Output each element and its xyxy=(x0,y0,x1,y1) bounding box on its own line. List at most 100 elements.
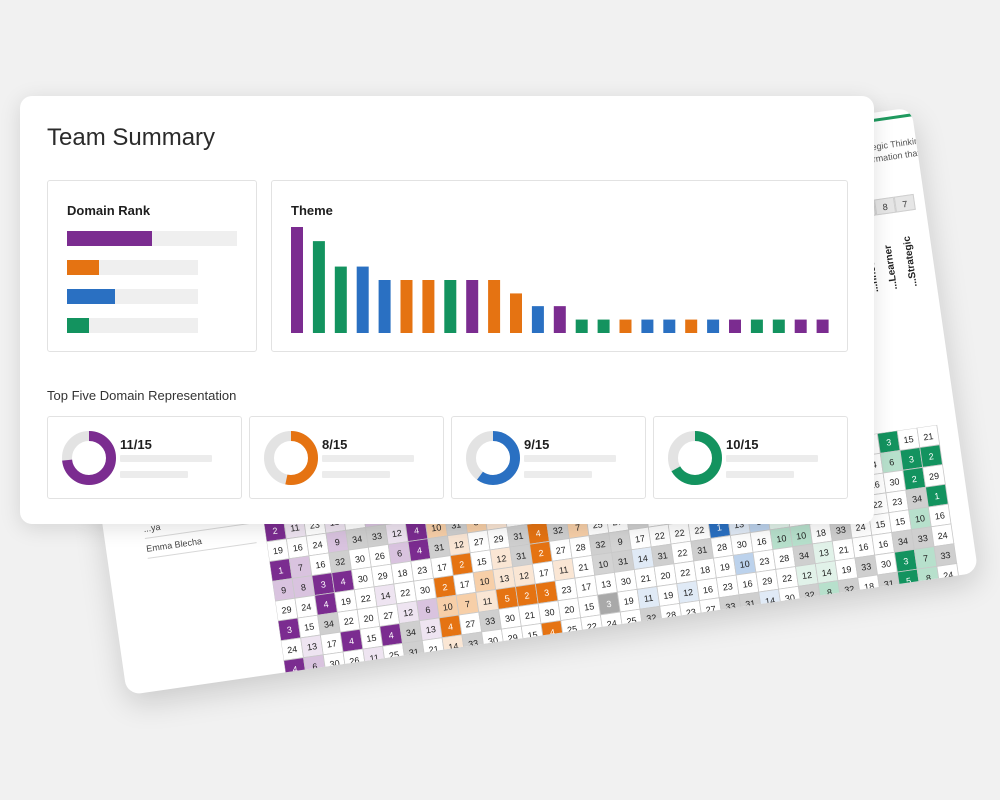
grid-cell-value: 2 xyxy=(442,582,448,593)
grid-cell-value: 34 xyxy=(897,536,908,547)
grid-cell-value: 4 xyxy=(348,636,354,647)
grid-cell-value: 27 xyxy=(383,610,394,621)
grid-cell-value: 22 xyxy=(781,573,792,584)
grid-cell-value: 2 xyxy=(459,559,465,570)
grid-cell-value: 18 xyxy=(699,564,710,575)
theme-bar xyxy=(291,227,303,333)
grid-cell-value: 31 xyxy=(513,531,524,542)
grid-cell-value: 4 xyxy=(416,545,422,556)
grid-cell-value: 25 xyxy=(567,624,578,635)
grid-cell-value: 31 xyxy=(516,550,527,561)
grid-cell-value: 21 xyxy=(923,431,934,442)
grid-cell-value: 24 xyxy=(937,530,948,541)
grid-cell-value: 14 xyxy=(637,553,648,564)
theme-bar xyxy=(619,319,632,333)
theme-panel: Theme xyxy=(271,180,848,352)
grid-cell-value: 19 xyxy=(340,596,351,607)
grid-cell-value: 14 xyxy=(448,641,459,652)
donut-chart xyxy=(668,431,722,485)
grid-cell-value: 4 xyxy=(292,664,298,675)
theme-bar xyxy=(553,306,566,333)
grid-cell-value: 16 xyxy=(702,584,713,595)
grid-cell-value: 2 xyxy=(911,474,917,485)
grid-cell-value: 3 xyxy=(544,587,550,598)
grid-cell-value: 12 xyxy=(402,607,413,618)
grid-cell-value: 6 xyxy=(312,661,318,672)
grid-cell-value: 21 xyxy=(524,610,535,621)
grid-cell-value: 8 xyxy=(826,587,832,598)
grid-cell-value: 31 xyxy=(408,647,419,658)
grid-cell-value: 31 xyxy=(657,550,668,561)
sheet-description: ...ategic Thinking ...e information that xyxy=(855,132,940,167)
grid-cell-value: 29 xyxy=(928,471,939,482)
grid-cell-value: 15 xyxy=(875,519,886,530)
grid-cell-value: 1 xyxy=(716,522,722,533)
grid-cell-value: 16 xyxy=(315,559,326,570)
grid-cell-value: 13 xyxy=(306,641,317,652)
grid-cell-value: 32 xyxy=(595,539,606,550)
grid-cell-value: 3 xyxy=(886,437,892,448)
grid-cell-value: 9 xyxy=(334,537,340,548)
grid-cell-value: 9 xyxy=(280,585,286,596)
sheet-column-label: ...Learner xyxy=(882,244,900,291)
representation-value: 8/15 xyxy=(322,437,348,452)
grid-cell-value: 25 xyxy=(388,650,399,661)
theme-bar xyxy=(422,280,435,333)
theme-bar xyxy=(378,280,391,333)
theme-bar xyxy=(729,319,741,333)
grid-cell-value: 24 xyxy=(943,570,954,581)
grid-cell-value: 34 xyxy=(911,493,922,504)
donut-chart xyxy=(264,431,318,485)
grid-cell-value: 11 xyxy=(482,596,493,607)
grid-cell-value: 24 xyxy=(606,618,617,629)
grid-cell-value: 33 xyxy=(371,531,382,542)
theme-bar xyxy=(685,319,698,333)
grid-cell-value: 22 xyxy=(677,547,688,558)
grid-cell-value: 33 xyxy=(861,561,872,572)
grid-cell-value: 15 xyxy=(527,630,538,641)
grid-cell-value: 30 xyxy=(880,558,891,569)
grid-cell-value: 21 xyxy=(578,562,589,573)
grid-cell-value: 1 xyxy=(934,491,940,502)
representation-value: 9/15 xyxy=(524,437,550,452)
grid-cell-value: 16 xyxy=(934,510,945,521)
grid-cell-value: 5 xyxy=(906,576,912,587)
placeholder-line xyxy=(524,471,592,478)
grid-cell-value: 10 xyxy=(796,530,807,541)
grid-cell-value: 16 xyxy=(858,541,869,552)
grid-cell-value: 30 xyxy=(419,584,430,595)
grid-cell-value: 12 xyxy=(801,570,812,581)
grid-cell-value: 13 xyxy=(499,573,510,584)
grid-cell-value: 10 xyxy=(479,576,490,587)
grid-cell-value: 18 xyxy=(397,568,408,579)
grid-cell-value: 34 xyxy=(351,534,362,545)
grid-cell-value: 31 xyxy=(883,578,894,589)
grid-cell-value: 24 xyxy=(287,644,298,655)
grid-cell-value: 13 xyxy=(425,624,436,635)
grid-cell-value: 10 xyxy=(739,559,750,570)
grid-cell-value: 27 xyxy=(705,604,716,615)
grid-cell-value: 2 xyxy=(524,590,530,601)
grid-cell-value: 33 xyxy=(917,533,928,544)
grid-cell-value: 30 xyxy=(544,607,555,618)
grid-cell-value: 22 xyxy=(400,587,411,598)
sheet-column-label: ...Strategic xyxy=(901,235,920,288)
domain-rank-bar xyxy=(67,260,100,275)
theme-bar xyxy=(400,280,413,333)
grid-cell-value: 22 xyxy=(586,621,597,632)
grid-cell-value: 16 xyxy=(742,578,753,589)
grid-cell-value: 12 xyxy=(453,539,464,550)
domain-rank-track xyxy=(67,231,237,246)
theme-chart xyxy=(291,227,829,333)
domain-rank-bar xyxy=(67,289,115,304)
grid-cell-value: 11 xyxy=(290,522,301,533)
grid-cell-value: 14 xyxy=(765,595,776,606)
domain-rank-track xyxy=(67,260,198,275)
grid-cell-value: 23 xyxy=(759,556,770,567)
grid-cell-value: 10 xyxy=(442,601,453,612)
grid-cell-value: 23 xyxy=(892,496,903,507)
grid-cell-value: 23 xyxy=(561,584,572,595)
grid-cell-value: 32 xyxy=(552,525,563,536)
grid-cell-value: 19 xyxy=(719,561,730,572)
theme-bar xyxy=(531,306,544,333)
